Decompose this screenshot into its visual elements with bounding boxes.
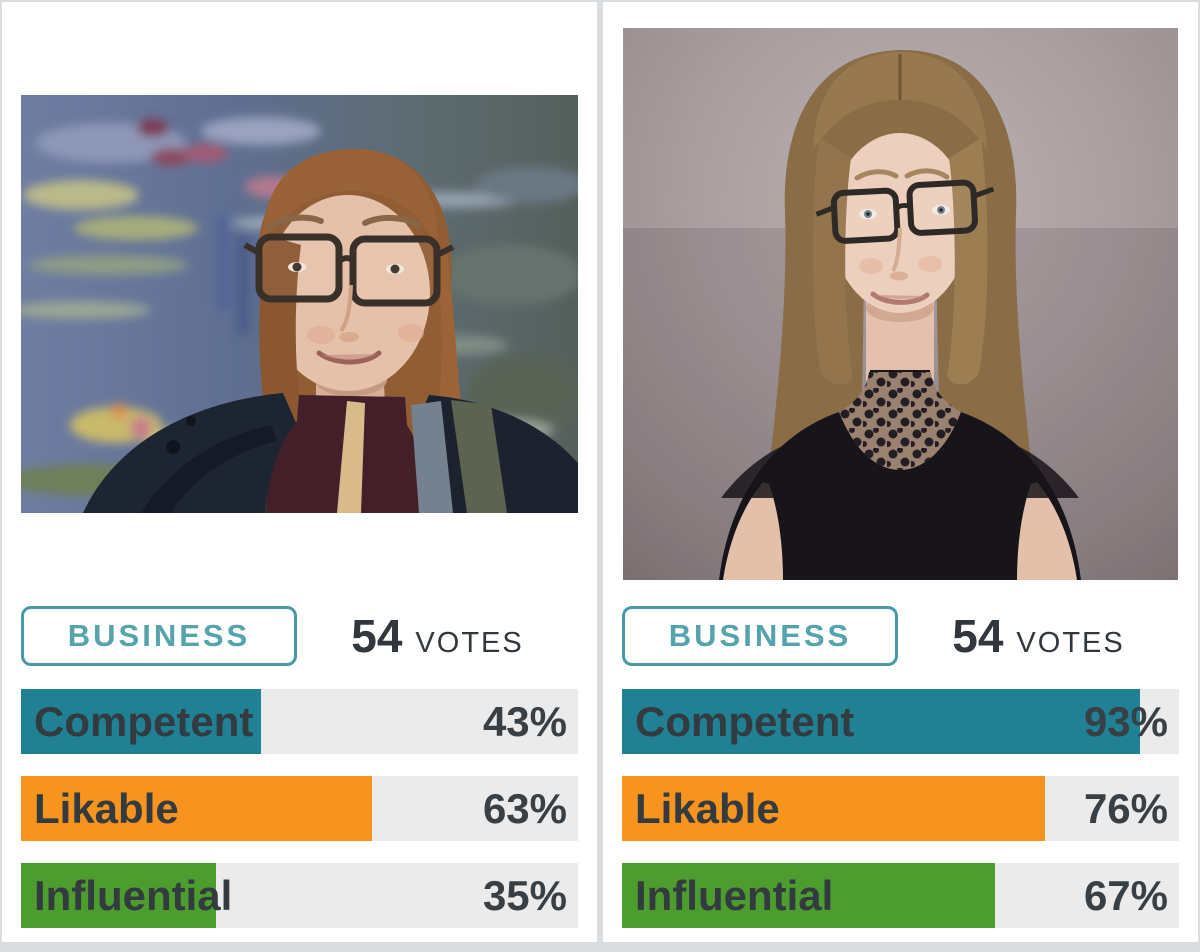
meta-row: BUSINESS 54 VOTES: [622, 606, 1179, 666]
black-lace-top: [719, 370, 1081, 580]
rating-bar-competent: Competent 43%: [21, 689, 578, 754]
rating-bar-likable: Likable 63%: [21, 776, 578, 841]
profile-photo-casual[interactable]: [6, 95, 586, 513]
dark-jacket-and-top: [83, 393, 578, 513]
photo-card: BUSINESS 54 VOTES Competent 43% Likable …: [2, 2, 597, 942]
profile-photo-professional[interactable]: [603, 28, 1198, 942]
votes: 54 VOTES: [898, 609, 1179, 663]
bar-label: Competent: [635, 697, 855, 745]
bar-fill: [21, 689, 261, 754]
bar-percent: 35%: [482, 871, 567, 919]
bar-label: Competent: [34, 697, 254, 745]
bar-percent: 67%: [1083, 871, 1168, 919]
votes: 54 VOTES: [297, 609, 578, 663]
votes-unit-label: VOTES: [415, 627, 524, 659]
bar-percent: 76%: [1083, 784, 1168, 832]
bar-label: Likable: [34, 784, 179, 832]
rating-bar-influential: Influential 35%: [21, 863, 578, 928]
votes-unit-label: VOTES: [1016, 627, 1125, 659]
woman-selfie-figure: [243, 148, 469, 462]
rating-bar-competent: Competent 93%: [622, 689, 1179, 754]
photo-area: [6, 2, 586, 606]
business-category-badge[interactable]: BUSINESS: [622, 606, 898, 666]
bar-label: Influential: [34, 871, 233, 919]
votes-count: 54: [351, 610, 403, 662]
bar-fill: [21, 776, 372, 841]
photo-card: BUSINESS 54 VOTES Competent 93% Likable …: [603, 2, 1198, 942]
rating-bars: Competent 43% Likable 63% Influential 35…: [21, 689, 578, 928]
rating-bar-influential: Influential 67%: [622, 863, 1179, 928]
bar-fill: [21, 863, 216, 928]
bar-fill: [622, 863, 996, 928]
bar-percent: 43%: [482, 697, 567, 745]
bar-fill: [622, 776, 1046, 841]
photo-area: [603, 2, 1198, 942]
bar-label: Likable: [635, 784, 780, 832]
rating-bar-likable: Likable 76%: [622, 776, 1179, 841]
bar-label: Influential: [635, 871, 834, 919]
business-category-badge[interactable]: BUSINESS: [21, 606, 297, 666]
meta-row: BUSINESS 54 VOTES: [21, 606, 578, 666]
rating-bars: Competent 93% Likable 76% Influential 67…: [622, 689, 1179, 928]
bar-percent: 93%: [1083, 697, 1168, 745]
woman-headshot-figure: [767, 49, 1034, 502]
bar-fill: [622, 689, 1140, 754]
bar-percent: 63%: [482, 784, 567, 832]
votes-count: 54: [952, 610, 1004, 662]
